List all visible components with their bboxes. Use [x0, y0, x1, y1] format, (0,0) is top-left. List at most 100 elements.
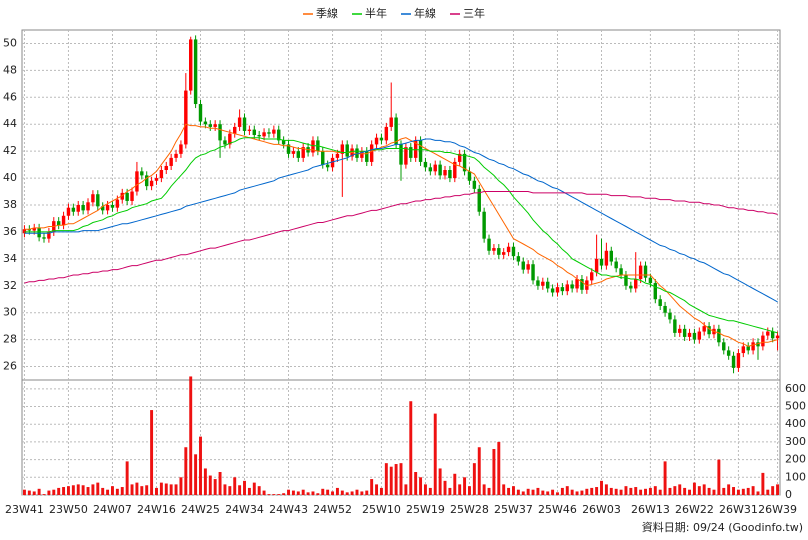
- candle-body: [100, 206, 105, 211]
- candle-body: [267, 132, 271, 134]
- volume-bar: [560, 487, 564, 495]
- volume-bar: [619, 489, 623, 495]
- candle-body: [281, 140, 286, 145]
- candle-body: [555, 287, 560, 293]
- candle-body: [604, 250, 609, 266]
- volume-bar: [340, 490, 344, 495]
- y-tick-label: 50: [3, 36, 17, 49]
- x-tick-label: 24W07: [93, 503, 132, 516]
- candle-body: [516, 256, 521, 262]
- volume-bar: [507, 487, 511, 495]
- volume-bar: [331, 491, 335, 495]
- x-tick-label: 23W41: [5, 503, 44, 516]
- volume-bar: [223, 484, 227, 495]
- volume-bar: [658, 489, 662, 495]
- volume-bar: [184, 447, 188, 495]
- volume-bar: [301, 489, 305, 495]
- x-tick-label: 25W46: [538, 503, 577, 516]
- candle-body: [203, 121, 208, 125]
- volume-bar: [125, 461, 129, 495]
- volume-bar: [648, 487, 652, 495]
- candle-body: [233, 126, 237, 134]
- candle-body: [81, 205, 85, 211]
- candle-body: [575, 279, 579, 289]
- candle-body: [286, 144, 291, 154]
- volume-bar: [155, 487, 158, 495]
- volume-bar: [663, 461, 667, 495]
- candle-body: [653, 283, 658, 300]
- volume-bar: [732, 487, 736, 495]
- volume-bar: [71, 485, 75, 495]
- volume-bar: [57, 487, 61, 495]
- candle-body: [643, 265, 648, 278]
- volume-bar: [321, 488, 325, 495]
- candle-body: [682, 328, 687, 337]
- candle-body: [140, 171, 144, 176]
- volume-bar: [394, 464, 398, 495]
- candle-body: [154, 178, 159, 181]
- candle-body: [731, 355, 736, 368]
- volume-bar: [590, 487, 594, 495]
- volume-bar: [580, 490, 584, 495]
- y-tick-label: 36: [3, 225, 17, 238]
- candle-body: [125, 192, 129, 201]
- candle-body: [697, 331, 702, 340]
- y-tick-label: 28: [3, 333, 17, 346]
- y-tick-label: 34: [3, 252, 17, 265]
- volume-bar: [458, 484, 462, 495]
- volume-bar: [47, 490, 51, 495]
- candle-body: [448, 170, 452, 179]
- x-tick-label: 24W52: [313, 503, 352, 516]
- volume-bar: [771, 486, 775, 495]
- plot-frame: [21, 29, 781, 496]
- x-tick-label: 24W16: [137, 503, 176, 516]
- volume-bar: [218, 472, 222, 495]
- y-tick-label: 40: [3, 171, 17, 184]
- volume-bar: [120, 487, 124, 495]
- volume-bar: [536, 487, 540, 495]
- candle-body: [213, 124, 217, 127]
- volume-bar: [277, 494, 281, 495]
- volume-bar: [86, 487, 90, 495]
- volume-bar: [512, 486, 515, 495]
- candle-body: [42, 237, 46, 239]
- x-tick-label: 24W34: [225, 503, 264, 516]
- volume-bar: [355, 489, 359, 495]
- volume-bar: [516, 489, 520, 495]
- candle-body: [130, 191, 134, 201]
- volume-bar: [243, 480, 246, 495]
- volume-bar: [644, 488, 647, 495]
- y-tick-label: 30: [3, 306, 17, 319]
- volume-bar: [360, 491, 364, 495]
- volume-bar: [389, 466, 393, 495]
- volume-bar: [32, 491, 36, 495]
- volume-bar: [296, 491, 300, 495]
- volume-bar: [379, 487, 383, 495]
- candle-body: [223, 140, 227, 145]
- candle-body: [291, 151, 296, 154]
- candle-body: [726, 350, 731, 356]
- volume-bar: [159, 482, 163, 495]
- candle-body: [193, 39, 198, 105]
- volume-bar: [448, 487, 452, 495]
- candle-body: [624, 275, 628, 286]
- volume-bar: [614, 488, 618, 495]
- candle-body: [497, 248, 501, 255]
- x-tick-label: 24W25: [181, 503, 220, 516]
- candle-body: [135, 171, 139, 192]
- volume-bar: [428, 487, 432, 495]
- candle-body: [423, 161, 428, 168]
- candle-body: [462, 153, 467, 172]
- candle-body: [247, 129, 252, 131]
- volume-bar: [634, 487, 638, 495]
- candle-body: [394, 117, 398, 145]
- volume-bar: [419, 477, 423, 495]
- candle-body: [120, 192, 124, 200]
- candle-body: [340, 144, 345, 154]
- candle-body: [702, 326, 706, 332]
- volume-bar: [213, 479, 217, 495]
- candle-body: [541, 281, 545, 286]
- volume-bar: [761, 472, 765, 495]
- volume-bar: [174, 484, 178, 495]
